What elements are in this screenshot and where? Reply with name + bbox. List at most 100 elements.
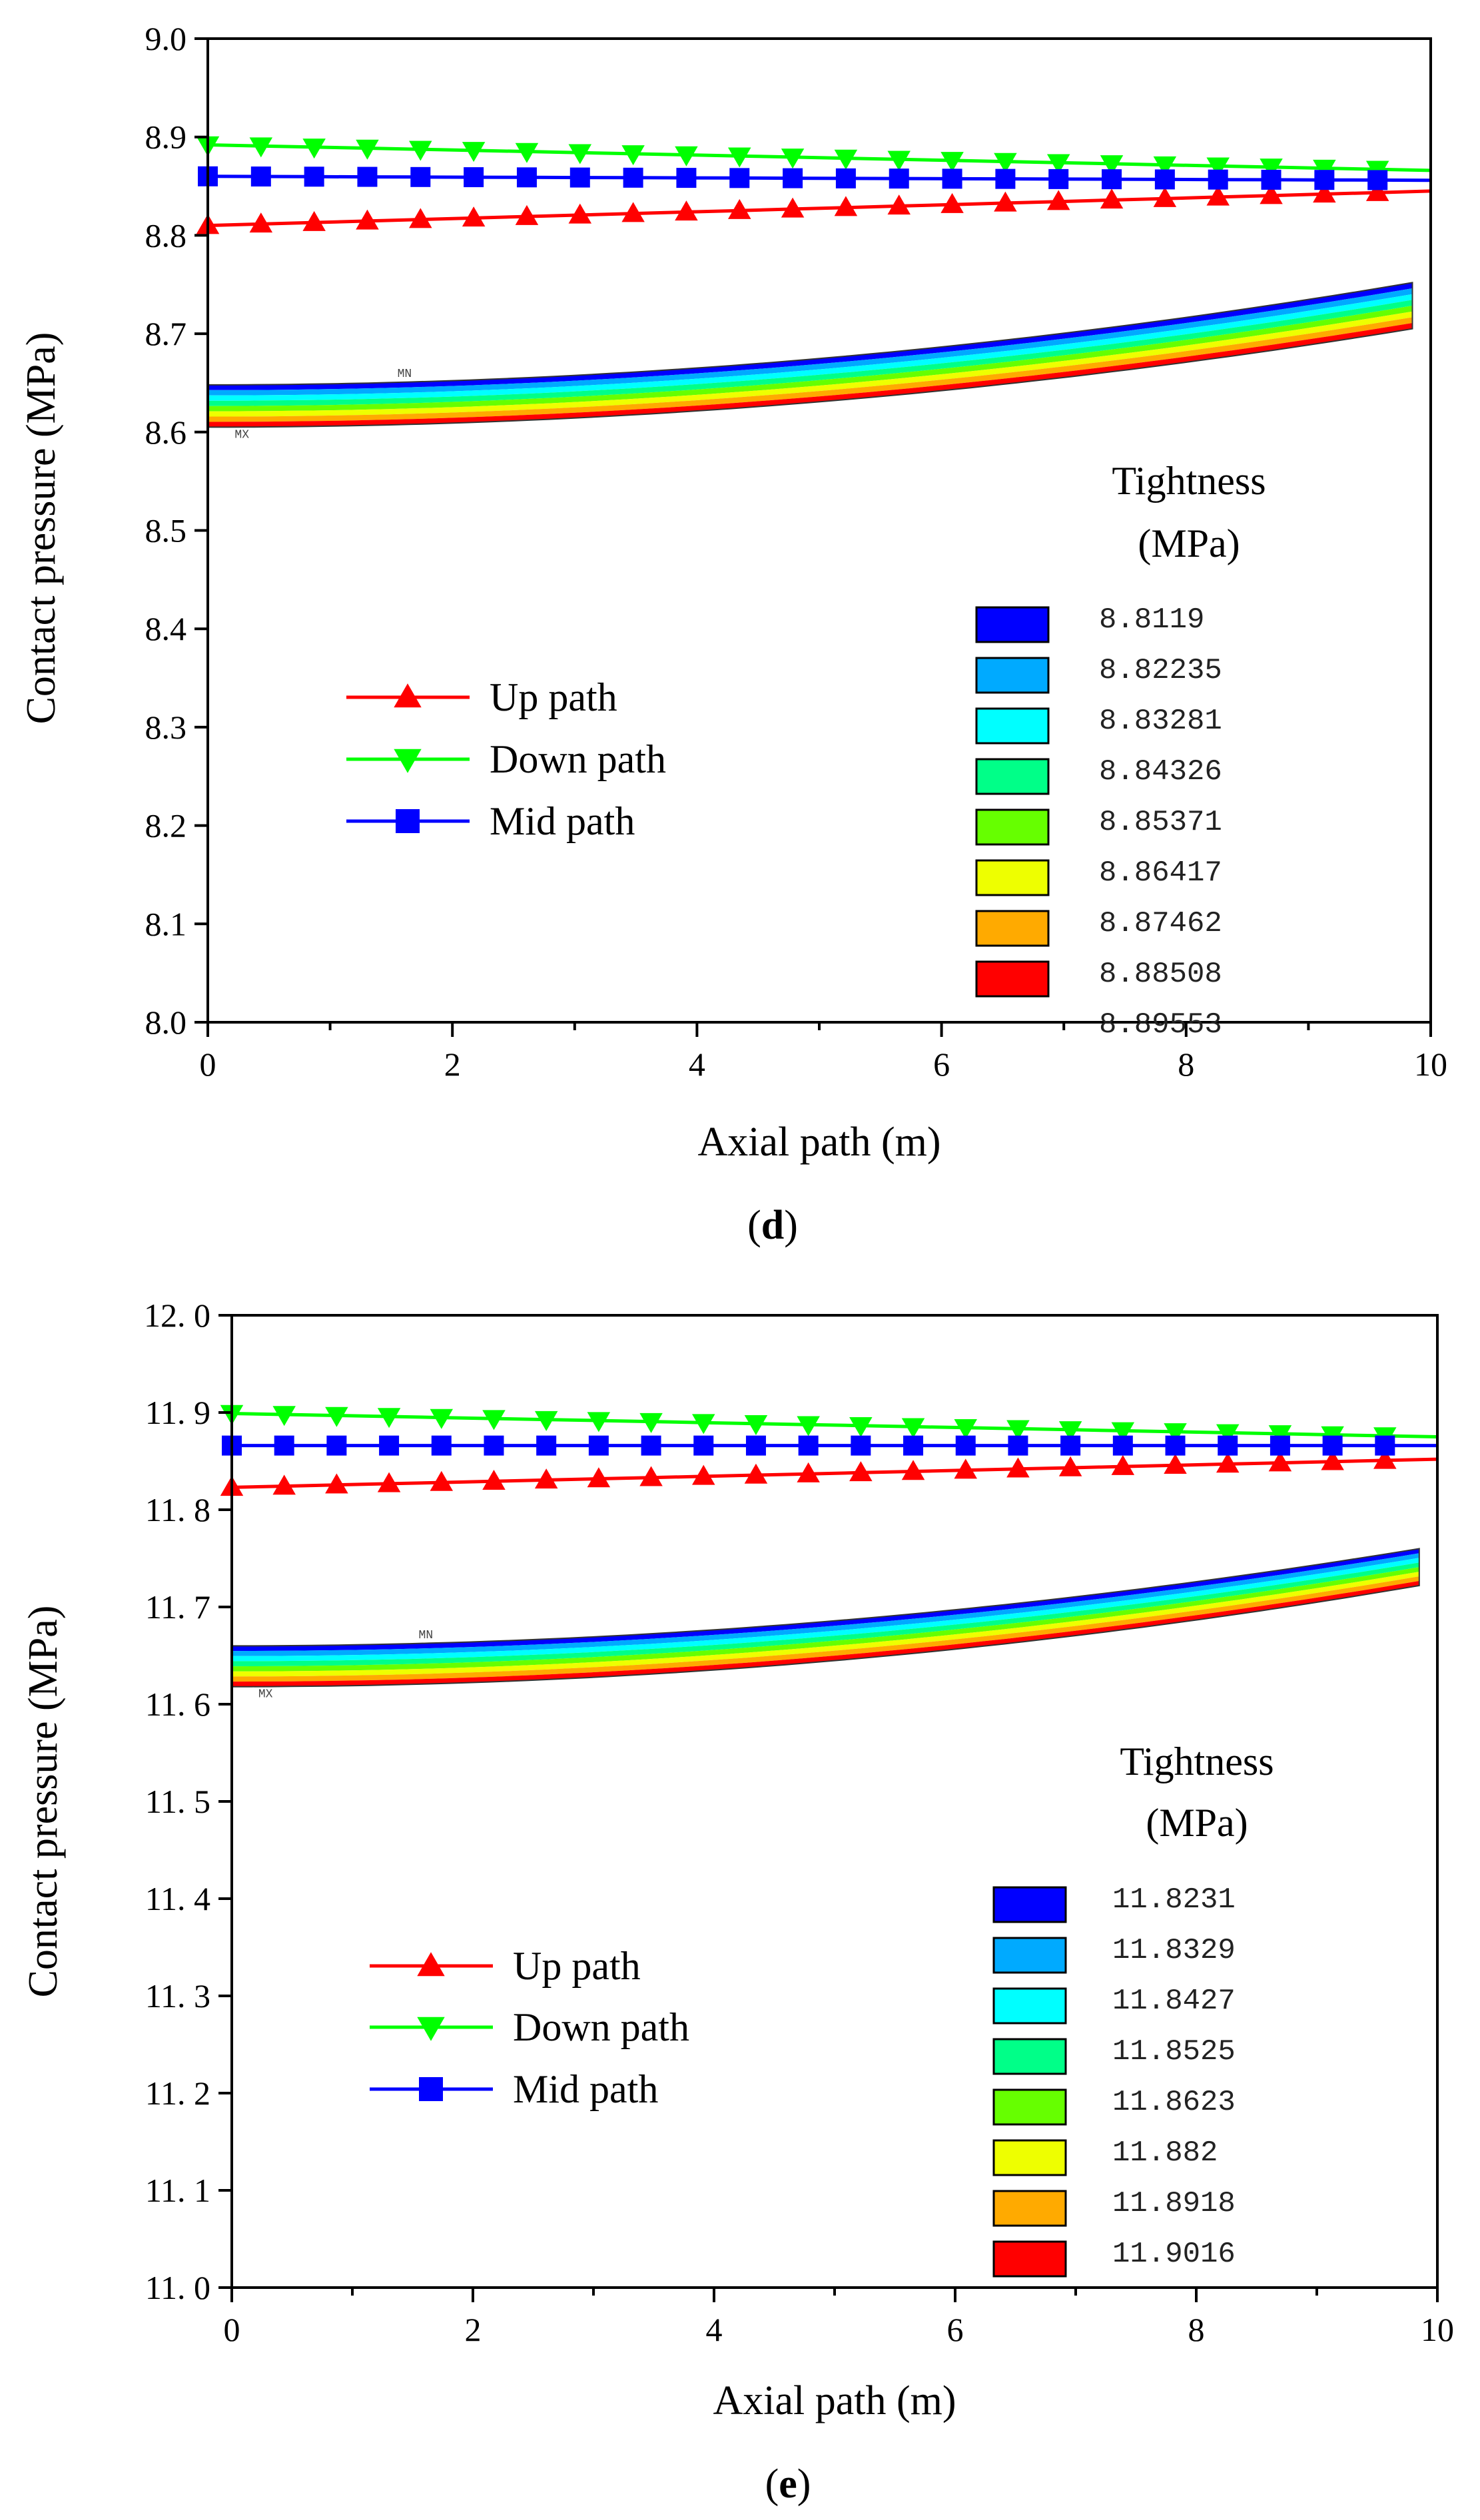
x-tick-label: 8 [1188,2311,1205,2348]
series-point [1365,180,1389,201]
series-point [409,141,432,161]
legend-item: Mid path [346,799,635,843]
series-point [272,1406,296,1426]
series-point [1313,159,1336,180]
plot-frame [206,37,1432,1024]
colorbar-level: 8.85371 [1099,806,1222,839]
legend-item: Down path [346,737,666,781]
series-point [1058,1421,1082,1442]
colorbar-swatch [992,2190,1067,2227]
series-point [744,1415,768,1435]
chart-panel-e: MN MX 0 2 4 6 8 10 11. 0 11. 1 11. 2 11. 3 11. 4 11. … [21,1297,1454,2507]
series-point [1164,1454,1187,1474]
series-point [1112,1435,1133,1456]
series-point [1367,170,1388,190]
series-point [729,168,750,188]
colorbar-swatch [992,2139,1067,2176]
x-tick-label: 10 [1421,2311,1454,2348]
x-tick-label: 6 [947,2311,964,2348]
series-point [377,1472,401,1492]
series-point [940,152,964,172]
colorbar-level: 8.84326 [1099,755,1222,788]
series-point [639,1466,663,1486]
series-point [1154,169,1175,190]
contour-max-label: MX [234,428,249,442]
legend-marker [419,2077,443,2101]
series-point [744,1463,768,1484]
colorbar-level: 8.8119 [1099,603,1204,637]
series-point [325,1407,348,1427]
series-point [304,166,324,187]
contour-max-label: MX [258,1688,273,1702]
colorbar-swatch [975,960,1050,998]
y-tick-label: 8.7 [145,315,187,352]
colorbar-unit: (MPa) [1138,521,1240,565]
series-point [1006,1457,1030,1478]
colorbar-swatch [992,2038,1067,2075]
series-point [693,1435,714,1456]
y-tick-label: 9.0 [145,20,187,57]
series-point [464,167,484,188]
series-up-path [196,180,1431,234]
series-point [1164,1423,1187,1444]
series-point [745,1435,766,1456]
colorbar-level: 11.8623 [1112,2086,1236,2119]
y-tick-label: 8.0 [145,1004,187,1041]
legend-marker [394,683,422,708]
colorbar-level: 11.882 [1112,2136,1218,2170]
colorbar-swatch [975,657,1050,694]
x-tick-label: 6 [933,1046,950,1083]
legend: Up path Down path Mid path [346,675,666,843]
series-point [798,1435,819,1456]
series-point [834,196,858,216]
legend-item: Up path [346,675,617,719]
series-point [1046,154,1070,174]
legend-marker [417,1952,445,1977]
colorbar-level: 8.87462 [1099,907,1222,940]
series-point [482,1469,506,1490]
series-point [641,1435,661,1456]
series-point [676,168,697,188]
colorbar-level: 8.86417 [1099,856,1222,890]
series-point [675,146,698,166]
colorbar-level: 11.8329 [1112,1934,1236,1967]
series-point [797,1462,820,1482]
contour-outline [231,1548,1420,1688]
series-point [1100,188,1124,209]
series-point [1261,169,1282,190]
series-point [1268,1425,1292,1446]
series-point [940,192,964,213]
colorbar-level: 8.89553 [1099,1008,1222,1042]
series-point [588,1435,609,1456]
series-point [1375,1435,1395,1456]
series-point [835,168,856,188]
legend: Up path Down path Mid path [370,1944,689,2111]
series-point [849,1417,873,1437]
series-point [356,139,379,160]
colorbar-swatch [975,707,1050,745]
series-point [834,149,858,170]
colorbar-level: 8.82235 [1099,654,1222,687]
series-point [536,1435,557,1456]
series-point [569,167,590,188]
series-point [431,1435,452,1456]
legend-marker [417,2017,445,2041]
colorbar-level: 8.88508 [1099,958,1222,991]
colorbar-title: Tightness [1112,459,1266,503]
series-line [231,1457,1438,1489]
series-mid-path [222,1435,1437,1456]
series-point [1218,1435,1238,1456]
series-point [356,209,379,230]
series-line [231,1412,1438,1438]
series-point [1206,185,1230,206]
series-point [1313,182,1336,203]
series-point [379,1435,400,1456]
colorbar-level: 11.8427 [1112,1985,1236,2018]
legend-label: Down path [490,737,666,781]
series-line [207,143,1431,172]
colorbar-level: 8.83281 [1099,705,1222,738]
series-point [430,1409,454,1429]
series-point [1322,1435,1343,1456]
